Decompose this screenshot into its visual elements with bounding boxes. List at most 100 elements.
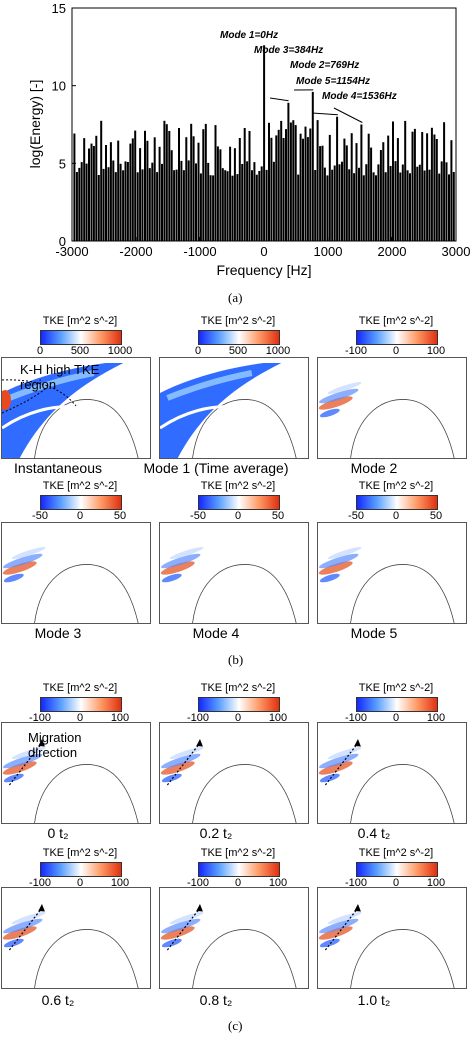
tke-blue-blob <box>2 918 43 934</box>
panel-b-6-colorbar-tick: 0 <box>392 510 400 522</box>
spectrum-bar <box>350 133 353 241</box>
spectrum-bar <box>260 166 263 241</box>
panel-b-3-contour <box>318 382 455 458</box>
panel-c-4-colorbar-tick: 100 <box>110 877 130 889</box>
spectrum-bar <box>243 128 246 241</box>
panel-c-3-colorbar-title: TKE [m^2 s^-2] <box>358 682 434 694</box>
spectrum-bar <box>365 164 368 241</box>
panel-b-5-caption: Mode 4 <box>192 625 240 641</box>
spectrum-bar <box>401 164 404 241</box>
spectrum-bar <box>323 167 326 241</box>
tke-blue-blob <box>318 388 359 404</box>
tke-light-blob <box>169 547 204 559</box>
panel-b-4-field <box>1 522 151 624</box>
spectrum-bar <box>302 138 304 241</box>
tke-blue-blob <box>318 553 359 569</box>
panel-c-3-colorbar <box>356 697 438 712</box>
spectrum-bar <box>341 161 343 241</box>
tke-blue-blob <box>319 408 340 418</box>
airfoil-outline <box>350 929 455 988</box>
panel-c-5-colorbar-tick: 0 <box>234 877 242 889</box>
spectrum-bar <box>102 168 105 241</box>
y-tick-label: 10 <box>52 79 66 94</box>
migration-arrow <box>166 742 201 786</box>
panel-b-1-colorbar <box>40 330 122 345</box>
panel-b-2-field <box>159 357 309 459</box>
spectrum-bar <box>144 130 146 241</box>
panel-b-2-colorbar-tick: 0 <box>194 345 202 357</box>
panel-c-1-colorbar-tick: 0 <box>76 712 84 724</box>
panel-c-2-colorbar-tick: 100 <box>268 712 288 724</box>
spectrum-bar <box>409 173 411 241</box>
spectrum-bar <box>236 174 239 241</box>
mode-pointer <box>333 107 363 123</box>
spectrum-bar <box>255 174 258 241</box>
panel-b-3-caption: Mode 2 <box>350 460 398 476</box>
spectrum-bar <box>109 142 112 241</box>
panel-b-4-contour <box>2 547 139 623</box>
spectrum-bar <box>88 148 90 241</box>
figure-label-a: (a) <box>228 290 243 305</box>
spectrum-bar <box>413 128 416 241</box>
panel-c-4-colorbar-tick: 0 <box>76 877 84 889</box>
spectrum-bar <box>114 172 117 241</box>
panel-b-4-colorbar-tick: 50 <box>113 510 127 522</box>
spectrum-bar <box>294 125 297 241</box>
spectrum-bar <box>258 171 261 241</box>
panel-c-5-colorbar <box>198 862 280 877</box>
spectrum-bars <box>73 45 455 242</box>
tke-blue-blob <box>3 573 24 583</box>
panel-c-4-field <box>1 887 151 989</box>
spectrum-bar <box>377 164 380 241</box>
y-axis-ticks: 0 5 10 15 <box>52 1 76 249</box>
spectrum-bar <box>90 143 93 241</box>
airfoil-outline <box>34 399 139 458</box>
spectrum-bar <box>375 175 377 241</box>
spectrum-bar <box>343 138 346 241</box>
spectrum-bar <box>421 132 424 241</box>
spectrum-bar <box>219 149 222 241</box>
panel-b-6-field <box>317 522 467 624</box>
spectrum-bar <box>309 128 312 241</box>
spectrum-bar <box>197 142 200 241</box>
tke-blue-blob <box>160 918 201 934</box>
panel-c-6-colorbar-title: TKE [m^2 s^-2] <box>358 847 434 859</box>
spectrum-bar <box>404 120 407 241</box>
mode-label: Mode 4=1536Hz <box>322 91 397 102</box>
spectrum-bar <box>195 163 197 241</box>
panel-c-3-colorbar-tick: -100 <box>344 712 368 724</box>
spectrum-bar <box>209 175 212 241</box>
tke-red-blob <box>2 561 37 575</box>
panel-c-5-colorbar-tick: 100 <box>268 877 288 889</box>
x-axis-label: Frequency [Hz] <box>217 262 312 278</box>
panel-b-6-caption: Mode 5 <box>350 625 398 641</box>
spectrum-bar <box>297 174 300 241</box>
tke-red-blob <box>160 926 195 940</box>
spectrum-bar <box>153 137 156 241</box>
panel-c-1-colorbar <box>40 697 122 712</box>
panel-b-2-colorbar-tick: 1000 <box>265 345 291 357</box>
spectrum-bar <box>221 168 224 241</box>
spectrum-bar <box>445 162 448 241</box>
spectrum-bar <box>384 172 387 241</box>
panel-c-3-caption: 0.4 t₂ <box>357 825 391 841</box>
spectrum-bar <box>187 160 190 241</box>
panel-b-5-colorbar <box>198 495 280 510</box>
panel-c-6-colorbar-tick: -100 <box>344 877 368 889</box>
panel-b-6-colorbar-tick: 50 <box>429 510 443 522</box>
panel-c-2-colorbar <box>198 697 280 712</box>
spectrum-bar <box>285 129 287 241</box>
spectrum-bar <box>304 126 307 241</box>
spectrum-bar <box>161 163 163 241</box>
spectrum-bar <box>129 143 132 241</box>
tke-red-blob <box>318 926 353 940</box>
spectrum-bar <box>367 133 370 241</box>
spectrum-bar <box>280 120 283 241</box>
spectrum-bar <box>156 172 159 241</box>
y-tick-label: 5 <box>59 156 66 171</box>
spectrum-bar <box>355 143 358 241</box>
tke-blue-blob <box>2 553 43 569</box>
panel-b-1-contour <box>2 363 139 458</box>
panel-c-5-field <box>159 887 309 989</box>
tke-red-blob <box>318 561 353 575</box>
